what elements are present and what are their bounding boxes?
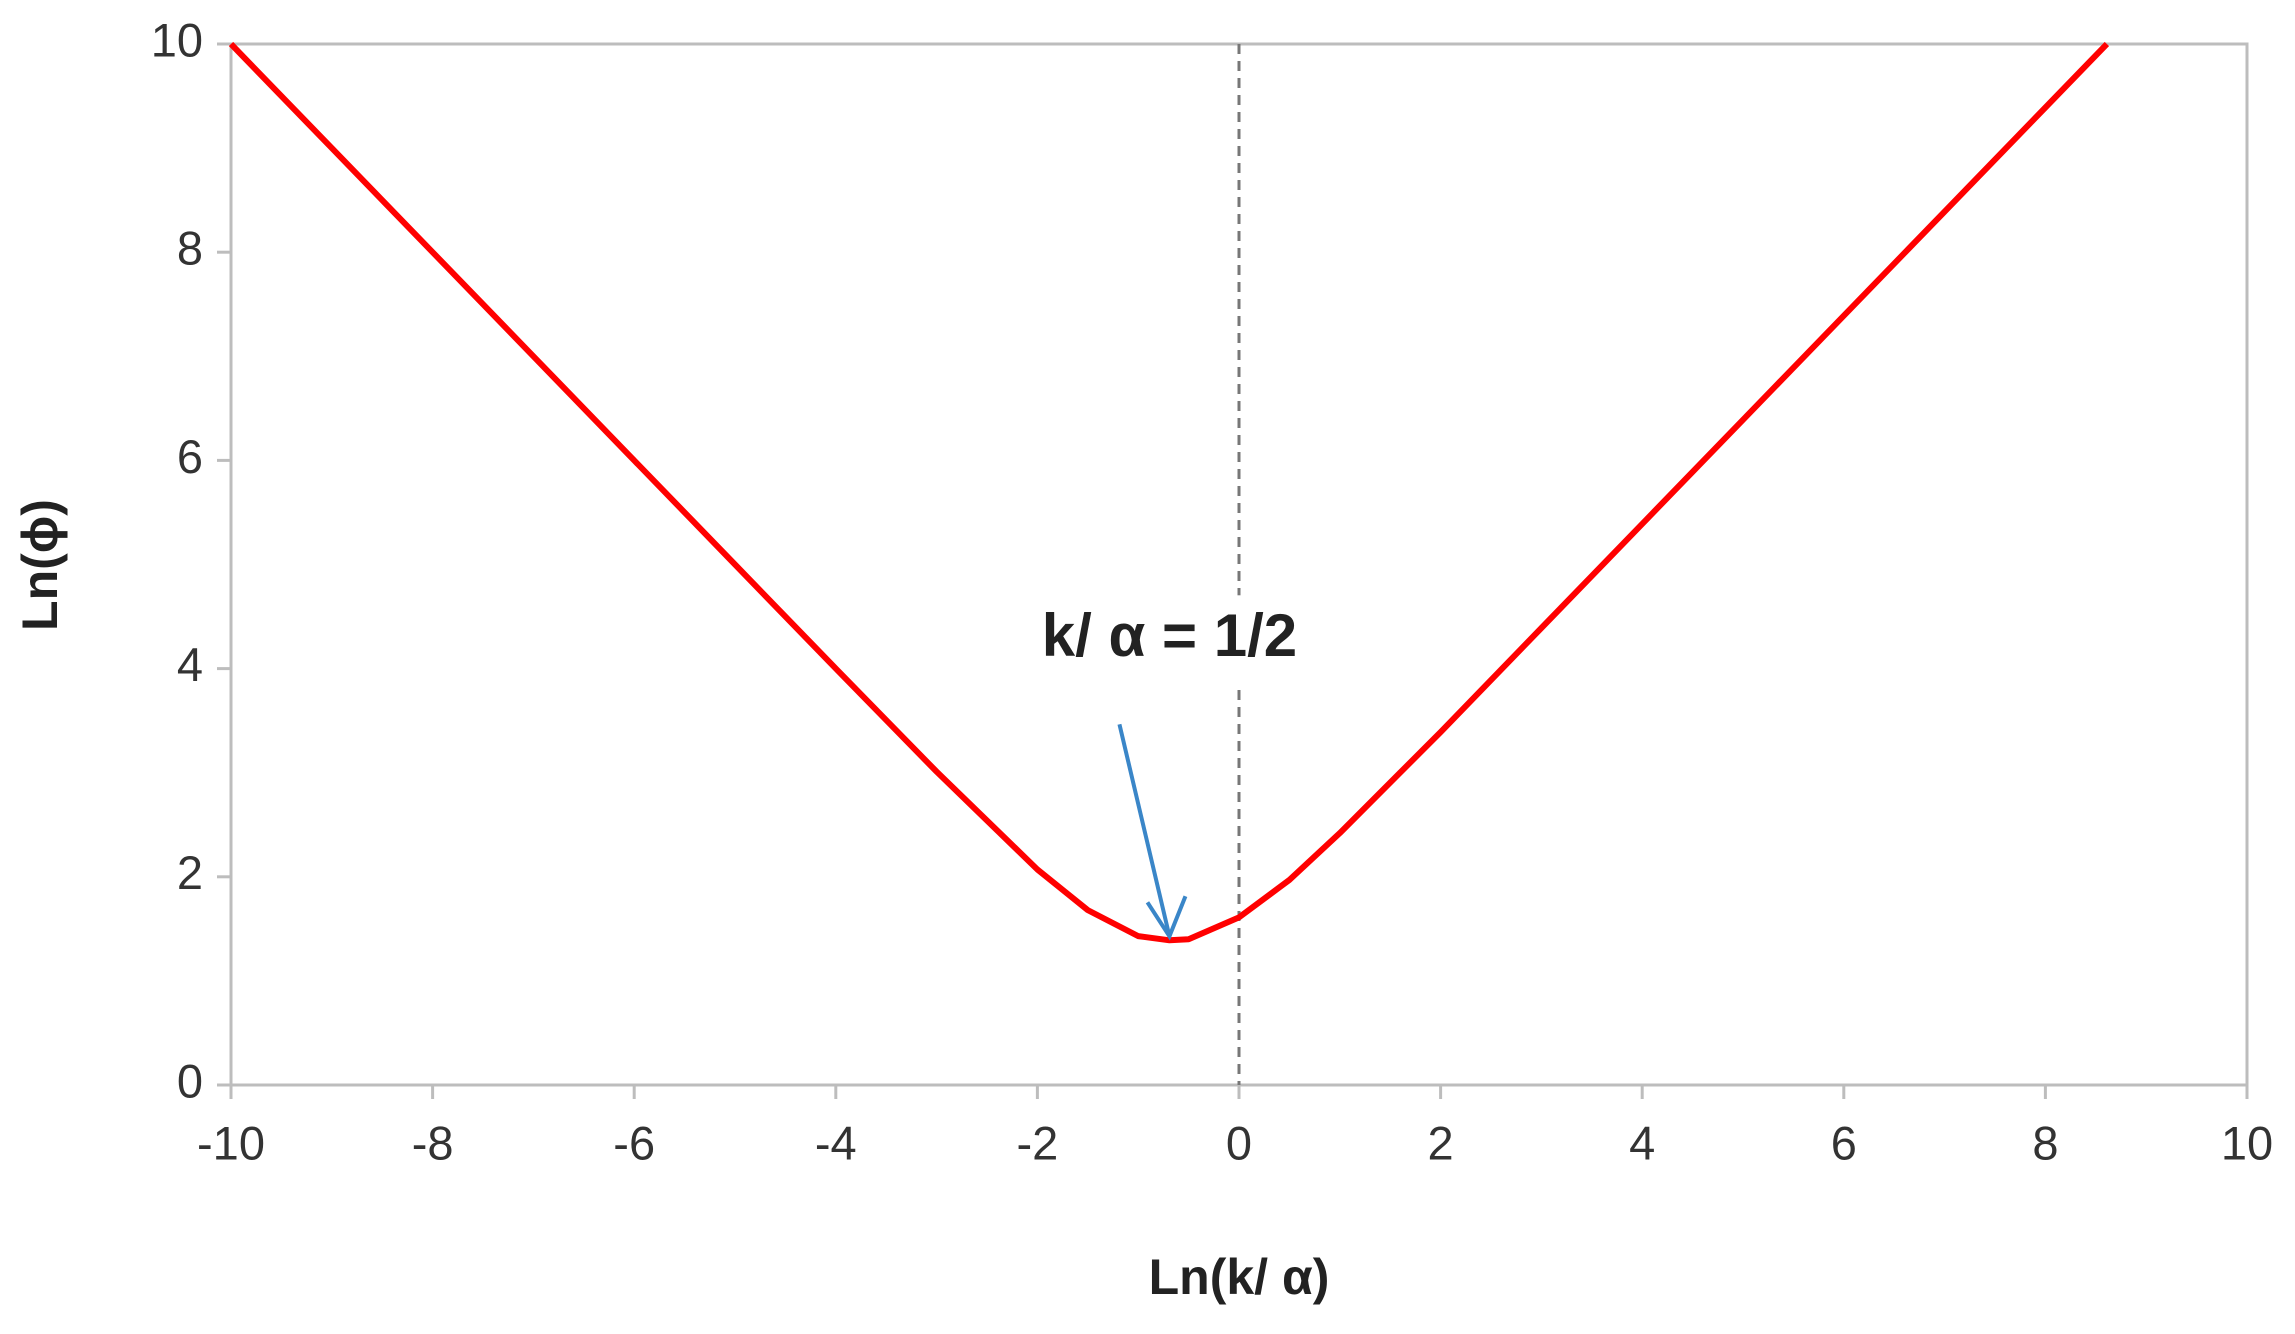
x-tick-label: -10	[197, 1116, 265, 1169]
y-tick-label: 6	[177, 430, 203, 483]
y-tick-label: 10	[151, 13, 203, 66]
line-series	[228, 41, 2110, 944]
x-tick-label: 6	[1831, 1116, 1857, 1169]
y-tick-label: 0	[177, 1054, 203, 1107]
y-axis-title: Ln(ϕ)	[12, 499, 68, 631]
y-tick-label: 4	[177, 638, 203, 691]
annotation-arrow	[1117, 723, 1172, 937]
annotation: k/ α = 1/2	[1042, 602, 1297, 669]
x-tick-label: 0	[1226, 1116, 1252, 1169]
x-tick-label: -8	[412, 1116, 454, 1169]
x-tick-label: 10	[2221, 1116, 2273, 1169]
x-tick-label: 8	[2032, 1116, 2058, 1169]
y-tick-label: 8	[177, 222, 203, 275]
x-tick-label: 4	[1629, 1116, 1655, 1169]
x-tick-label: 2	[1428, 1116, 1454, 1169]
x-tick-label: -4	[815, 1116, 857, 1169]
x-tick-label: -2	[1017, 1116, 1059, 1169]
annotation-background	[999, 595, 1340, 686]
annotation-arrowhead	[1145, 895, 1188, 941]
x-axis-title: Ln(k/ α)	[1149, 1249, 1330, 1305]
y-tick-label: 2	[177, 846, 203, 899]
x-tick-label: -6	[613, 1116, 655, 1169]
